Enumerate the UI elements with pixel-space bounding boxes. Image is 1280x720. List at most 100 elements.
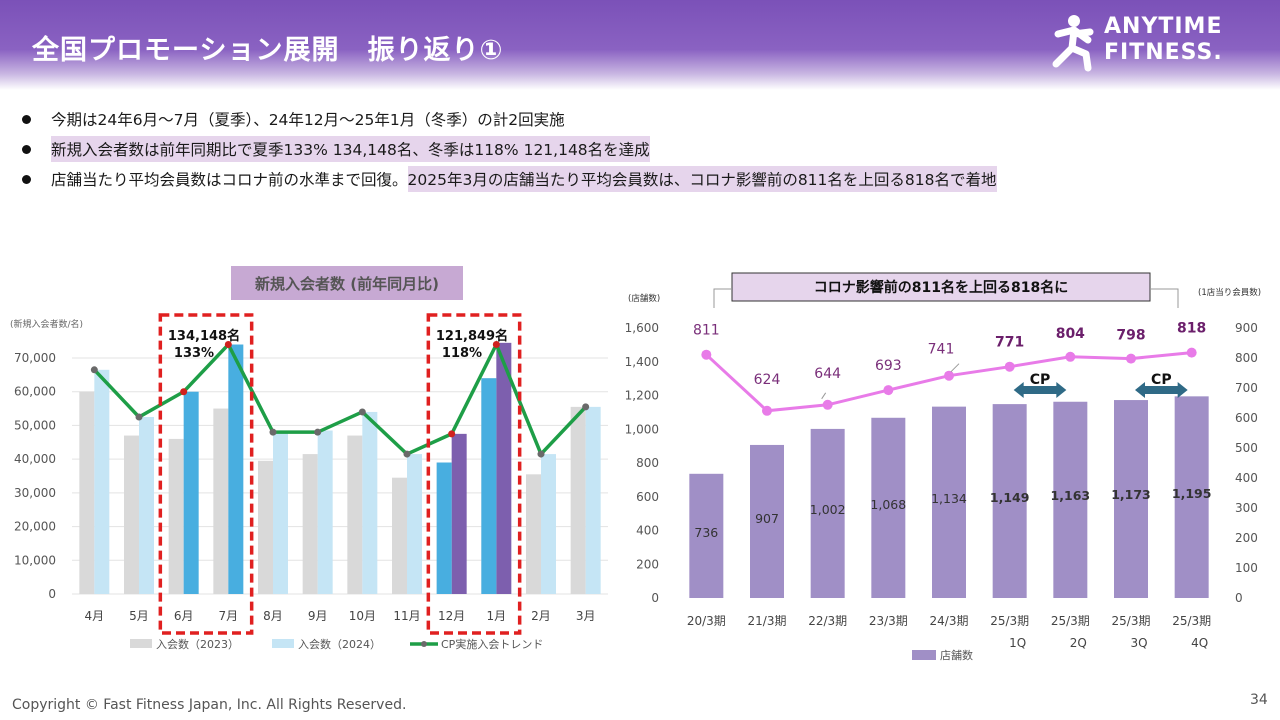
x-tick-label: 20/3期 [687,614,726,628]
bullet-text: 今期は24年6月～7月（夏季）、24年12月～25年1月（冬季）の計2回実施 [51,111,565,129]
x-tick-label: 3月 [576,609,596,623]
store-bar [932,406,966,598]
bar-2024 [139,417,154,594]
store-bar-label: 1,002 [810,502,846,517]
callout-box [731,272,1151,302]
y-tick-left: 600 [636,490,659,504]
bar-2024 [183,391,199,594]
bullet-text: 店舗当たり平均会員数はコロナ前の水準まで回復。 [51,171,408,189]
members-per-store-label: 804 [1056,326,1085,342]
cp-label: CP [1151,372,1172,388]
y-tick-right: 200 [1235,531,1258,545]
y-tick-right: 100 [1235,561,1258,575]
logo-anytime: ANYTIME [1104,14,1223,39]
y-tick-left: 1,000 [625,422,659,436]
bullet-dot [22,144,31,154]
y-tick-right: 700 [1235,381,1258,395]
store-bar-label: 1,149 [990,490,1030,505]
store-bar-label: 1,134 [931,491,967,506]
members-per-store-label: 818 [1177,321,1206,337]
y-tick-right: 800 [1235,351,1258,365]
x-tick-label: 21/3期 [748,614,787,628]
bar-2024 [451,433,467,594]
y-tick-left: 800 [636,456,659,470]
legend-swatch-2024 [272,639,294,648]
legend-label-trend: CP実施入会トレンド [441,637,543,651]
members-per-store-point [822,399,833,410]
bar-2023-campaign [481,378,497,594]
bar-2024 [407,454,422,594]
bar-2024 [228,344,244,594]
y-tick-right: 500 [1235,441,1258,455]
label-leader [821,392,827,400]
x-tick-label: 4月 [85,609,105,623]
members-per-store-point [1186,347,1197,358]
bar-2023 [302,454,318,594]
y-tick-right: 600 [1235,411,1258,425]
trend-point [224,341,232,349]
cp-arrow-icon [1013,382,1067,398]
campaign-total: 121,849名 [436,328,508,344]
x-tick-label: 10月 [349,609,376,623]
x-tick-label: 25/3期 [1051,614,1090,628]
callout-bracket-left [713,288,732,308]
label-leader [950,363,960,373]
y-tick-left: 200 [636,557,659,571]
bullet-item: 新規入会者数は前年同期比で夏季133% 134,148名、冬季は118% 121… [22,134,997,164]
campaign-ratio: 133% [174,346,214,361]
trend-point [537,450,545,458]
new-members-chart: 新規入会者数 (前年同月比) (新規入会者数/名) 0 10,000 20,000 30,… [10,266,608,651]
x-tick-label: 5月 [129,609,149,623]
bar-2024 [94,369,110,594]
store-bar-label: 1,068 [870,497,906,512]
bar-2024 [362,411,378,594]
bar-2023 [124,435,139,594]
x-tick-label: 2月 [531,609,551,623]
bar-2023 [347,435,363,594]
bullet-item: 店舗当たり平均会員数はコロナ前の水準まで回復。 2025年3月の店舗当たり平均会員… [22,164,997,194]
store-bar [1053,401,1088,598]
bar-2023 [168,438,184,594]
x-tick-sublabel: 1Q [1009,636,1026,650]
members-per-store-point [1065,351,1076,362]
trend-point [269,428,277,436]
trend-point [492,341,500,349]
cp-arrow-icon [1135,382,1188,398]
store-bar [689,473,724,598]
bullet-list: 今期は24年6月～7月（夏季）、24年12月～25年1月（冬季）の計2回実施 新… [22,104,997,194]
y-tick-right: 300 [1235,501,1258,515]
members-per-store-label: 741 [928,342,955,358]
bar-2023 [213,408,229,594]
header-bar: 全国プロモーション展開 振り返り① ANYTIME FITNESS. [0,0,1280,90]
members-per-store-point [883,385,894,396]
store-count-chart: コロナ影響前の811名を上回る818名に (店舗数) (1店当り会員数) 0 200 40… [625,272,1261,662]
y-tick-label: 30,000 [14,486,56,500]
bar-2024 [317,430,333,594]
store-bar [1114,400,1148,598]
bar-2024 [496,342,512,594]
legend-swatch-2023 [130,639,152,648]
y-tick-label: 70,000 [14,351,56,365]
store-bar [810,428,845,598]
bullet-dot [22,114,31,124]
bar-2023-campaign [436,462,452,594]
cp-label: CP [1030,372,1051,388]
bar-2023 [258,460,273,594]
store-bar-label: 907 [755,511,779,526]
campaign-box [426,313,522,635]
legend-label-stores: 店舗数 [940,648,973,662]
running-man-icon [1052,15,1094,72]
store-bar [871,417,906,598]
x-tick-sublabel: 3Q [1130,636,1147,650]
x-tick-label: 11月 [393,609,420,623]
x-tick-sublabel: 2Q [1070,636,1087,650]
y-tick-label: 20,000 [14,520,56,534]
y-tick-label: 10,000 [14,553,56,567]
bar-2023 [392,477,407,594]
bullet-highlight: 新規入会者数は前年同期比で夏季133% 134,148名、冬季は118% 121… [51,136,650,162]
x-tick-label: 1月 [487,609,507,623]
legend-marker-trend [421,641,427,647]
x-tick-label: 6月 [174,609,194,623]
legend-label-2023: 入会数（2023） [156,638,239,651]
callout-bracket-right [1150,288,1179,308]
